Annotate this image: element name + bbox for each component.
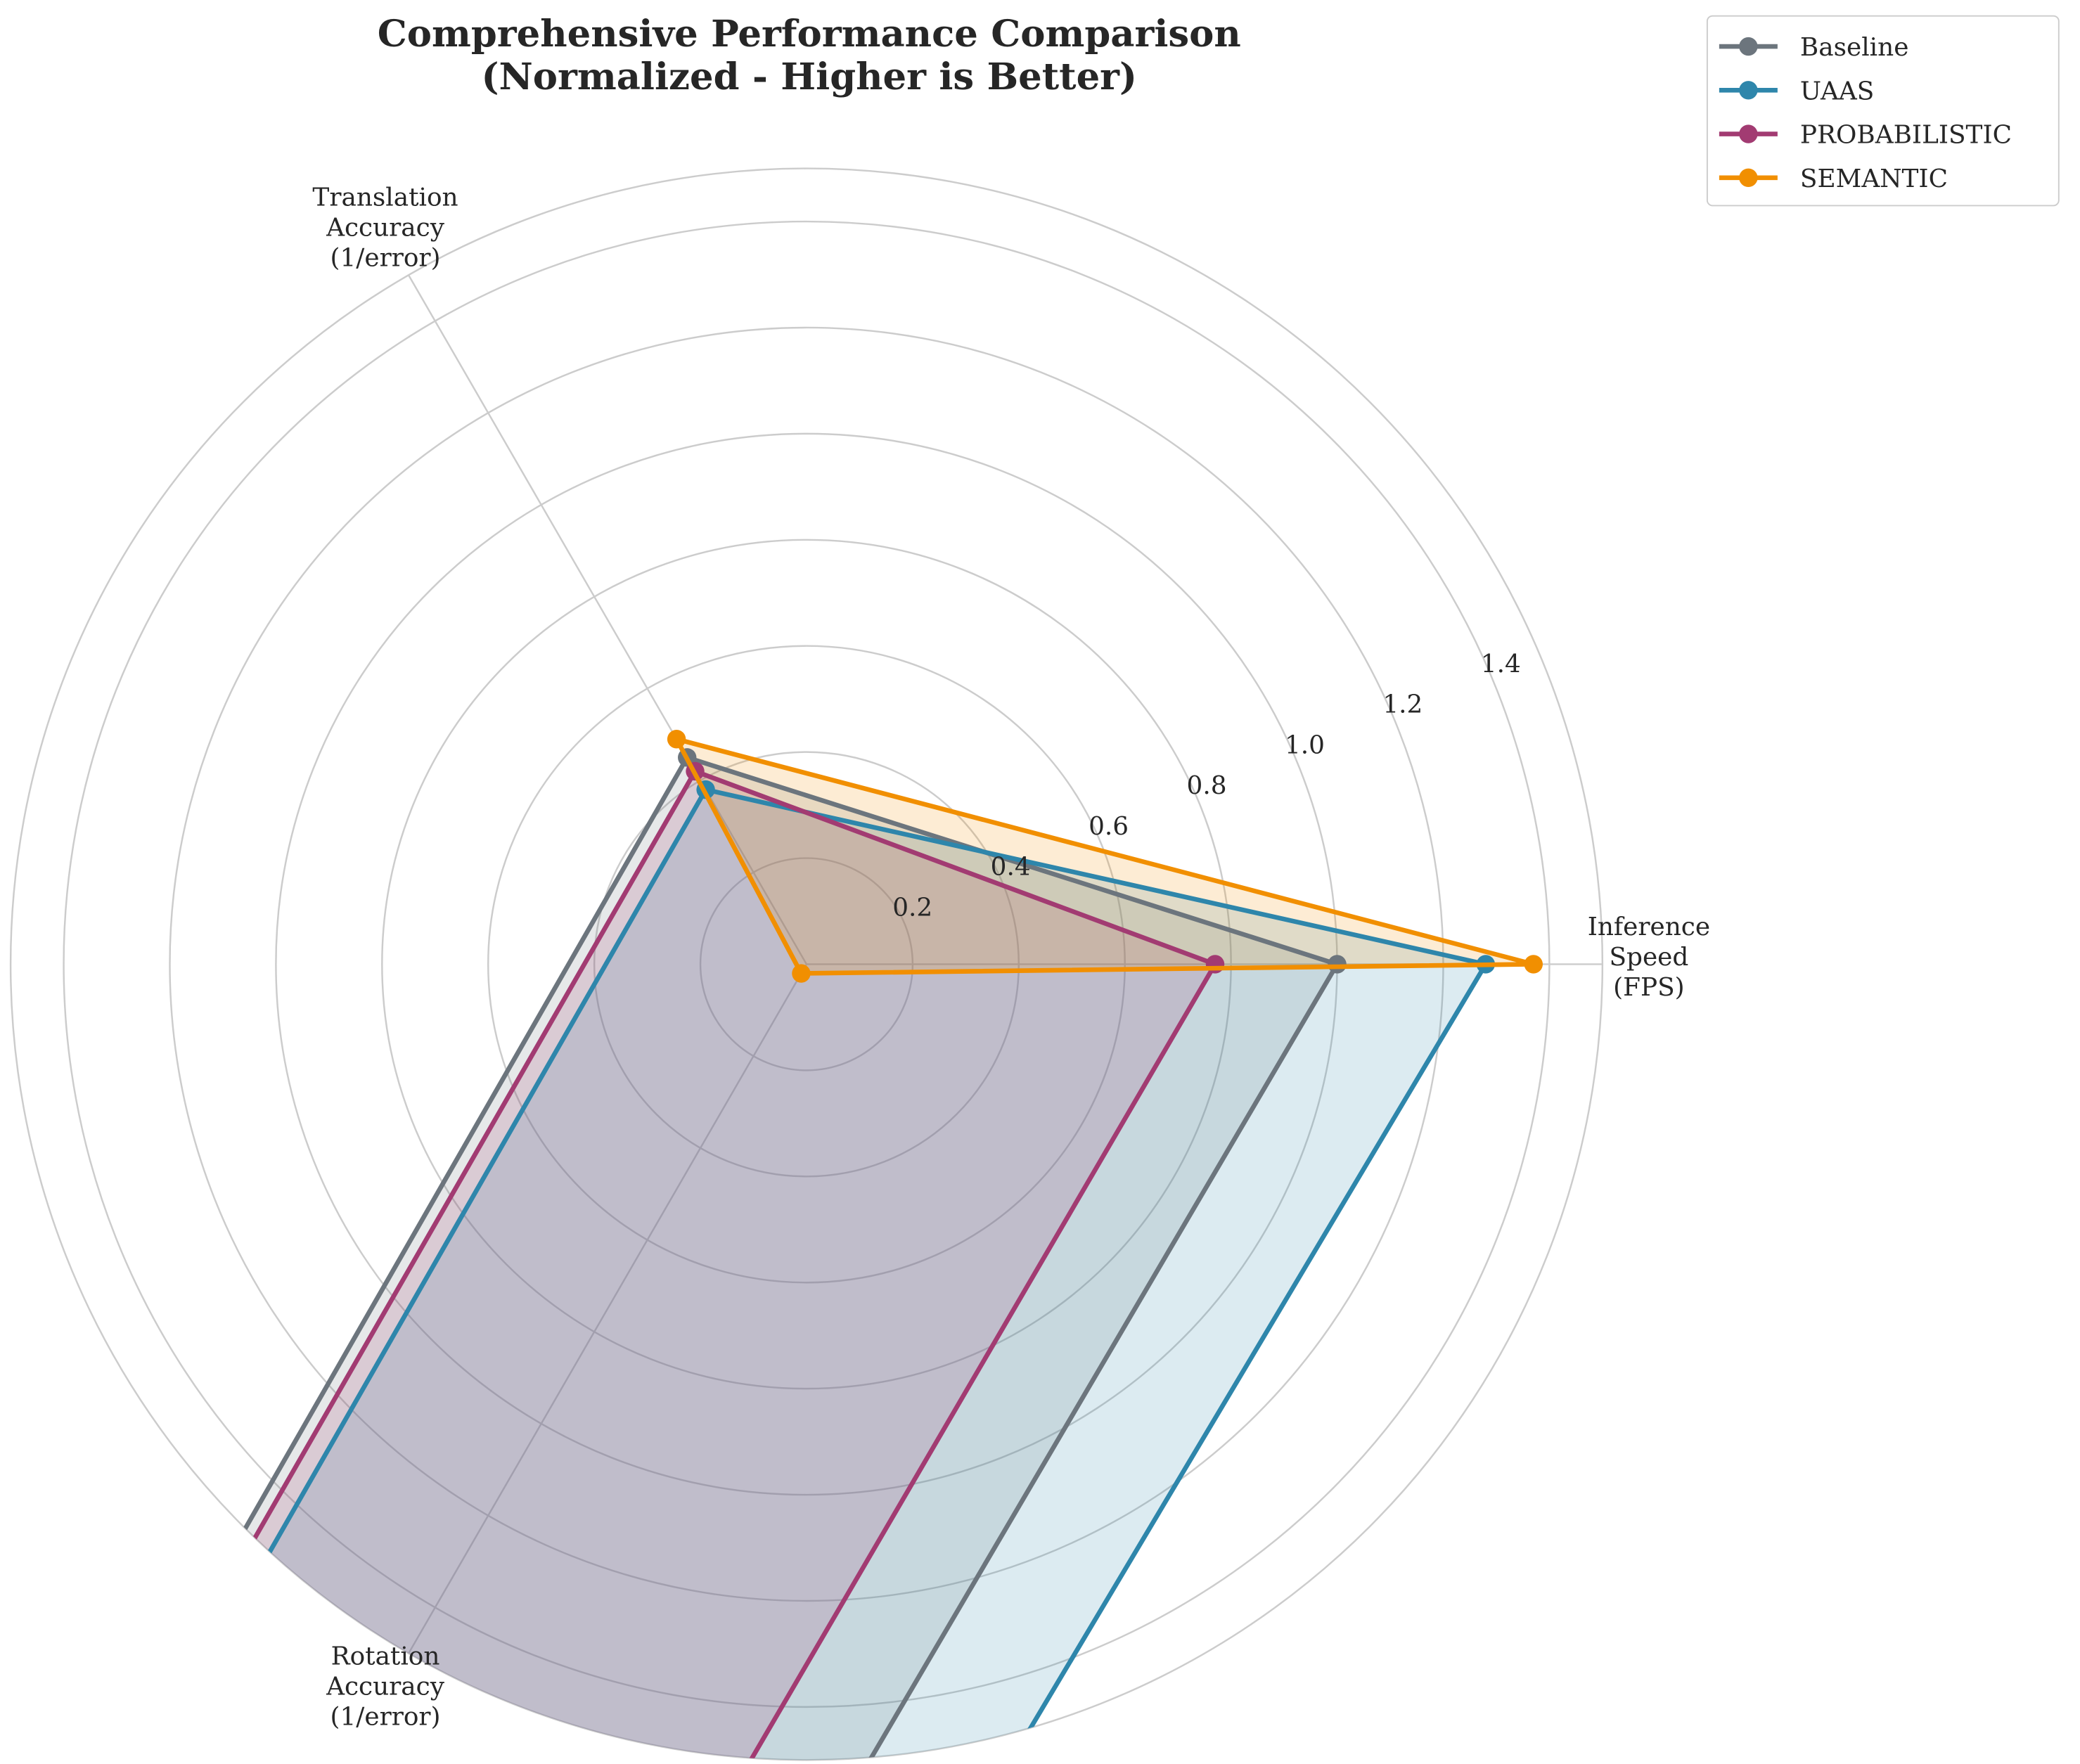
series-line	[11, 768, 1218, 1760]
r-tick-label: 0.2	[892, 893, 932, 922]
series-marker	[1524, 955, 1543, 974]
legend-marker	[1739, 168, 1758, 187]
legend-marker	[1739, 37, 1758, 56]
series-line	[11, 787, 1489, 1760]
r-tick-label: 0.8	[1187, 771, 1227, 800]
legend-label: Baseline	[1800, 33, 1908, 62]
series-marker	[1205, 955, 1225, 974]
legend-marker	[1739, 124, 1758, 143]
category-label: Rotation Accuracy (1/error)	[326, 1642, 445, 1731]
spoke	[407, 274, 808, 965]
series-marker	[792, 964, 811, 983]
r-tick-label: 0.6	[1089, 812, 1129, 841]
legend-label: UAAS	[1800, 77, 1874, 105]
series-marker	[667, 730, 686, 749]
legend-label: SEMANTIC	[1800, 165, 1948, 193]
legend-box	[1706, 15, 2060, 207]
legend-label: PROBABILISTIC	[1800, 121, 2012, 150]
r-tick-label: 1.4	[1481, 650, 1521, 678]
r-tick-label: 0.4	[991, 853, 1031, 882]
category-label: Inference Speed (FPS)	[1588, 913, 1710, 1002]
r-tick-label: 1.2	[1382, 690, 1423, 719]
series-marker	[1328, 955, 1347, 974]
r-tick-label: 1.0	[1285, 730, 1325, 759]
spoke	[407, 963, 808, 1654]
series-line	[11, 755, 1340, 1760]
chart-title: Comprehensive Performance Comparison (Nor…	[378, 12, 1241, 98]
category-label: Translation Accuracy (1/error)	[312, 184, 458, 273]
legend-marker	[1739, 81, 1758, 100]
series-line	[674, 736, 1536, 976]
